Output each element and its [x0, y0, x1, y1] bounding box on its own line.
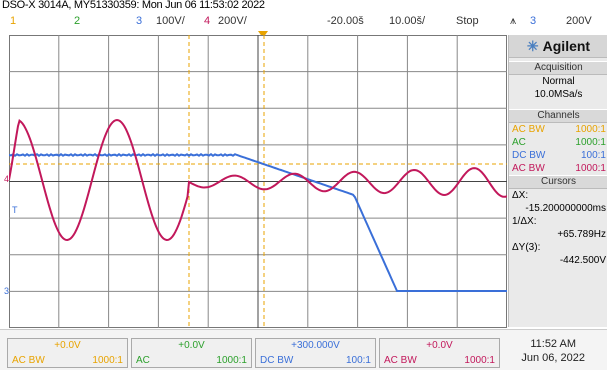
clock-date: Jun 06, 2022	[521, 352, 585, 364]
channel-4-box[interactable]: +0.0V AC BW 1000:1	[379, 338, 500, 368]
inv-dx-label: 1/ΔX:	[512, 216, 537, 227]
panel-channel-row[interactable]: AC BW 1000:1	[509, 162, 607, 175]
ch3-scale[interactable]: 100V/	[156, 15, 185, 27]
channel-coupling: AC BW	[12, 355, 45, 366]
panel-channel-probe: 100:1	[580, 150, 606, 161]
channel-offset: +0.0V	[178, 340, 205, 351]
side-panel: ✳ Agilent Acquisition Normal 10.0MSa/s C…	[508, 35, 607, 327]
clock: 11:52 AM Jun 06, 2022	[521, 337, 585, 365]
panel-channel-coupling: DC BW	[512, 150, 546, 161]
panel-channel-row[interactable]: AC 1000:1	[509, 136, 607, 149]
channel-2-box[interactable]: +0.0V AC 1000:1	[131, 338, 252, 368]
acq-rate: 10.0MSa/s	[534, 89, 583, 100]
channel-probe: 100:1	[345, 355, 371, 366]
channel-list: AC BW 1000:1 AC 1000:1 DC BW 100:1 AC BW 1000:1	[509, 123, 607, 175]
channel-probe: 1000:1	[464, 355, 495, 366]
panel-channel-probe: 1000:1	[575, 137, 606, 148]
time-delay[interactable]: -20.00š	[327, 15, 364, 27]
bottom-bar: +0.0V AC BW 1000:1 +0.0V AC 1000:1 +300.000V DC…	[0, 329, 607, 370]
channel-offset: +300.000V	[291, 340, 340, 351]
instrument-header: DSO-X 3014A, MY51330359: Mon Jun 06 11:5…	[2, 0, 265, 11]
ch4-indicator[interactable]: 4	[204, 15, 211, 27]
panel-channel-probe: 1000:1	[575, 124, 606, 135]
dx-label: ΔX:	[512, 190, 529, 201]
panel-channel-probe: 1000:1	[575, 163, 606, 174]
panel-channel-coupling: AC BW	[512, 124, 545, 135]
run-state[interactable]: Stop	[456, 15, 479, 27]
channel-offset: +0.0V	[54, 340, 81, 351]
trigger-slope-icon: ⩚	[510, 15, 517, 27]
panel-channel-coupling: AC BW	[512, 163, 545, 174]
acquisition-title[interactable]: Acquisition	[509, 61, 607, 75]
channels-title[interactable]: Channels	[509, 109, 607, 123]
dx-value: -15.200000000ms	[525, 203, 606, 214]
channel-1-box[interactable]: +0.0V AC BW 1000:1	[7, 338, 128, 368]
ch4-trace	[9, 118, 507, 242]
ch1-indicator[interactable]: 1	[10, 15, 17, 27]
panel-channel-coupling: AC	[512, 137, 526, 148]
dy-label: ΔY(3):	[512, 242, 541, 253]
clock-time: 11:52 AM	[530, 338, 577, 350]
cursors-title[interactable]: Cursors	[509, 175, 607, 189]
trigger-level-marker[interactable]: T	[12, 205, 18, 215]
waveform-display[interactable]	[9, 35, 507, 328]
trigger-source[interactable]: 3	[530, 15, 537, 27]
channel-probe: 1000:1	[92, 355, 123, 366]
channel-3-box[interactable]: +300.000V DC BW 100:1	[255, 338, 376, 368]
dy-value: -442.500V	[559, 255, 606, 266]
waveform-svg	[9, 35, 507, 328]
sparkle-icon: ✳	[526, 37, 539, 54]
acq-mode: Normal	[542, 76, 575, 87]
ch3-ground-marker[interactable]: 3	[4, 286, 10, 296]
panel-channel-row[interactable]: DC BW 100:1	[509, 149, 607, 162]
channel-coupling: DC BW	[260, 355, 294, 366]
channel-coupling: AC BW	[384, 355, 417, 366]
ch3-trace	[9, 152, 507, 292]
ch2-indicator[interactable]: 2	[74, 15, 81, 27]
channel-coupling: AC	[136, 355, 150, 366]
time-scale[interactable]: 10.00š/	[389, 15, 426, 27]
channel-probe: 1000:1	[216, 355, 247, 366]
trigger-level[interactable]: 200V	[566, 15, 592, 27]
ch4-ground-marker[interactable]: 4	[4, 174, 10, 184]
ch4-scale[interactable]: 200V/	[218, 15, 247, 27]
inv-dx-value: +65.789Hz	[557, 229, 606, 240]
panel-channel-row[interactable]: AC BW 1000:1	[509, 123, 607, 136]
status-bar: 1 2 3 100V/ 4 200V/ -20.00š 10.00š/ Stop…	[0, 14, 607, 30]
trigger-position-marker[interactable]	[258, 31, 268, 38]
brand-name: Agilent	[542, 38, 591, 54]
ch3-indicator[interactable]: 3	[136, 15, 143, 27]
brand-logo: ✳ Agilent	[509, 35, 607, 58]
channel-offset: +0.0V	[426, 340, 453, 351]
